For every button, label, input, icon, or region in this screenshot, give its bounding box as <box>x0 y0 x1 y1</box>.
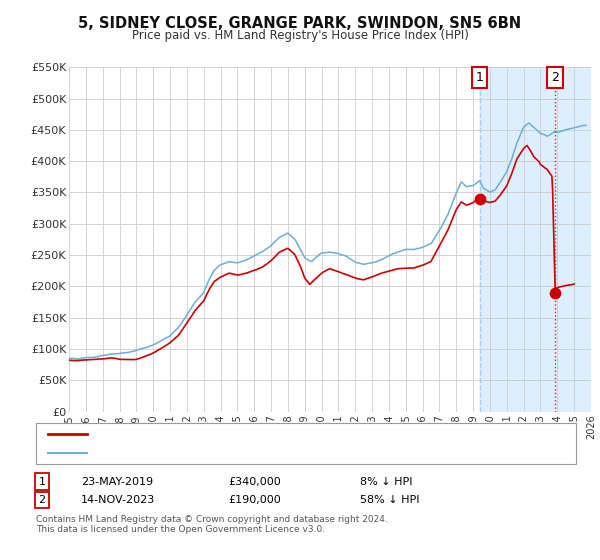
Text: 1: 1 <box>38 477 46 487</box>
Text: 2: 2 <box>38 495 46 505</box>
Text: 14-NOV-2023: 14-NOV-2023 <box>81 495 155 505</box>
Text: £190,000: £190,000 <box>228 495 281 505</box>
Text: 5, SIDNEY CLOSE, GRANGE PARK, SWINDON, SN5 6BN (detached house): 5, SIDNEY CLOSE, GRANGE PARK, SWINDON, S… <box>93 430 468 439</box>
Bar <box>479 67 600 412</box>
Text: 1: 1 <box>476 71 484 84</box>
Point <box>550 288 560 297</box>
Text: 5, SIDNEY CLOSE, GRANGE PARK, SWINDON, SN5 6BN: 5, SIDNEY CLOSE, GRANGE PARK, SWINDON, S… <box>79 16 521 31</box>
Text: This data is licensed under the Open Government Licence v3.0.: This data is licensed under the Open Gov… <box>36 525 325 534</box>
Text: HPI: Average price, detached house, Swindon: HPI: Average price, detached house, Swin… <box>93 449 330 459</box>
Text: 8% ↓ HPI: 8% ↓ HPI <box>360 477 413 487</box>
Text: Price paid vs. HM Land Registry's House Price Index (HPI): Price paid vs. HM Land Registry's House … <box>131 29 469 42</box>
Point <box>475 194 484 203</box>
Text: £340,000: £340,000 <box>228 477 281 487</box>
Text: 2: 2 <box>551 71 559 84</box>
Text: Contains HM Land Registry data © Crown copyright and database right 2024.: Contains HM Land Registry data © Crown c… <box>36 515 388 524</box>
Text: 58% ↓ HPI: 58% ↓ HPI <box>360 495 419 505</box>
Text: 23-MAY-2019: 23-MAY-2019 <box>81 477 153 487</box>
